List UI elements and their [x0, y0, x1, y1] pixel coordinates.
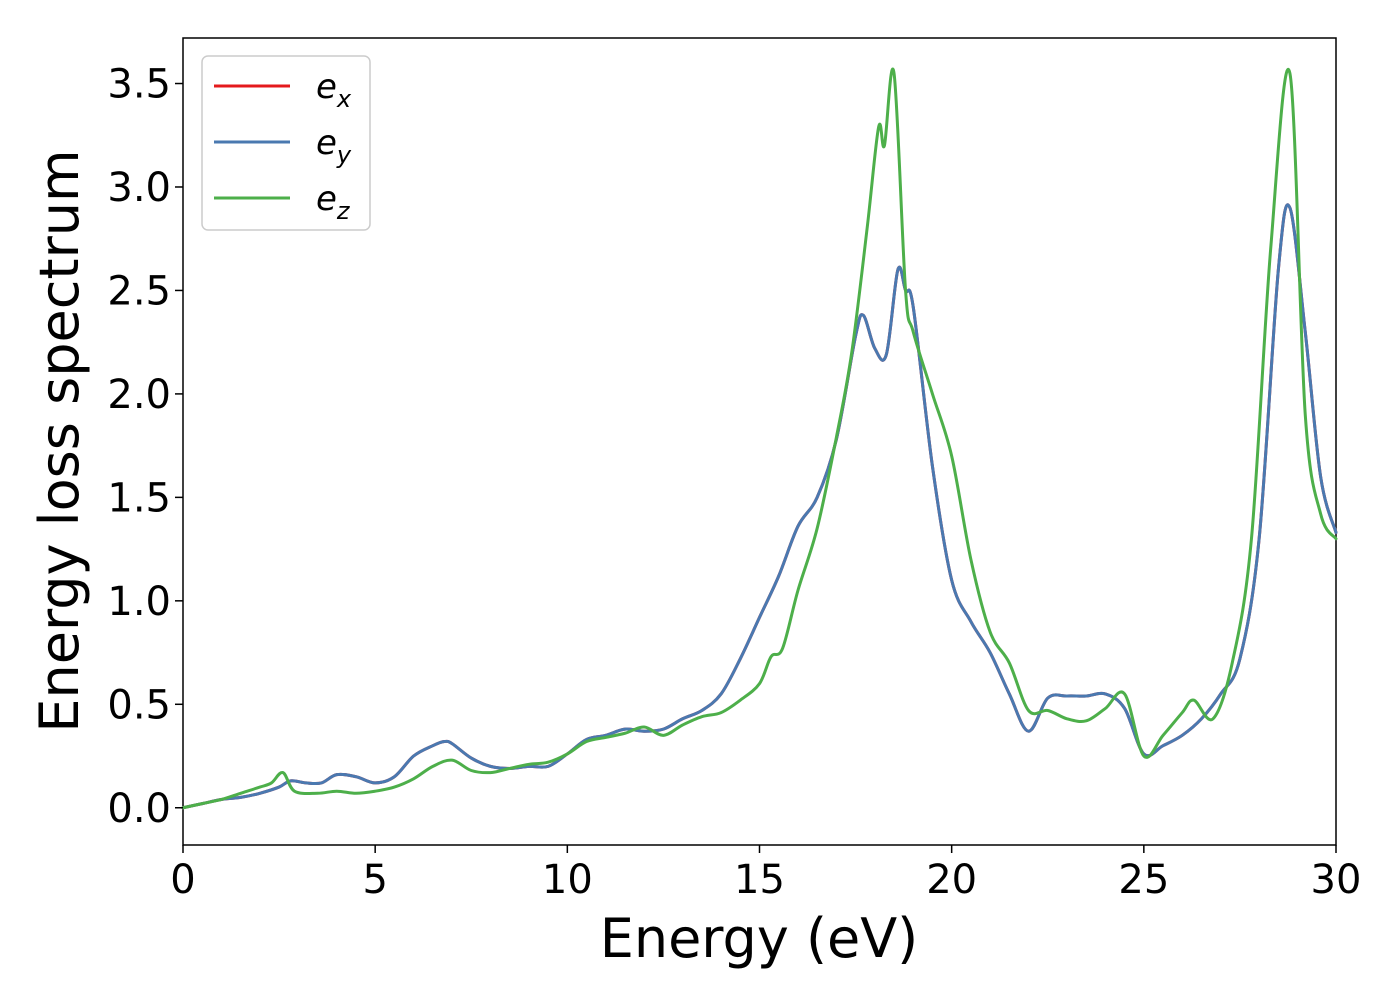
x-tick-label: 0 — [170, 857, 195, 903]
y-tick-label: 1.5 — [107, 475, 171, 521]
y-tick-label: 3.5 — [107, 62, 171, 108]
y-axis-label: Energy loss spectrum — [28, 149, 91, 732]
legend-label-base: e — [316, 179, 337, 219]
legend-label-base: e — [316, 67, 337, 107]
y-tick-label: 2.0 — [107, 372, 171, 418]
y-tick-label: 0.0 — [107, 786, 171, 832]
legend-label-base: e — [316, 123, 337, 163]
x-axis-ticks: 0 5 10 15 20 25 30 — [170, 845, 1361, 903]
y-axis-ticks: 0.0 0.5 1.0 1.5 2.0 2.5 3.0 3.5 — [107, 62, 183, 832]
legend-label-y: ey — [316, 123, 352, 169]
legend-label-subscript: z — [336, 197, 351, 225]
x-axis-label: Energy (eV) — [600, 907, 919, 970]
y-tick-label: 1.0 — [107, 579, 171, 625]
y-tick-label: 0.5 — [107, 682, 171, 728]
legend-label-z: ez — [316, 179, 351, 225]
x-tick-label: 25 — [1118, 857, 1169, 903]
legend-label-x: ex — [316, 67, 352, 113]
x-tick-label: 20 — [926, 857, 977, 903]
series-line-x — [181, 203, 1338, 810]
x-tick-label: 10 — [542, 857, 593, 903]
legend-label-subscript: x — [336, 85, 352, 113]
legend-label-subscript: y — [336, 141, 352, 169]
x-tick-label: 5 — [362, 857, 387, 903]
y-tick-label: 3.0 — [107, 165, 171, 211]
y-tick-label: 2.5 — [107, 268, 171, 314]
series-lines — [181, 67, 1338, 810]
series-line-y — [181, 203, 1338, 810]
x-tick-label: 15 — [734, 857, 785, 903]
series-line-z — [181, 67, 1338, 810]
x-tick-label: 30 — [1311, 857, 1362, 903]
